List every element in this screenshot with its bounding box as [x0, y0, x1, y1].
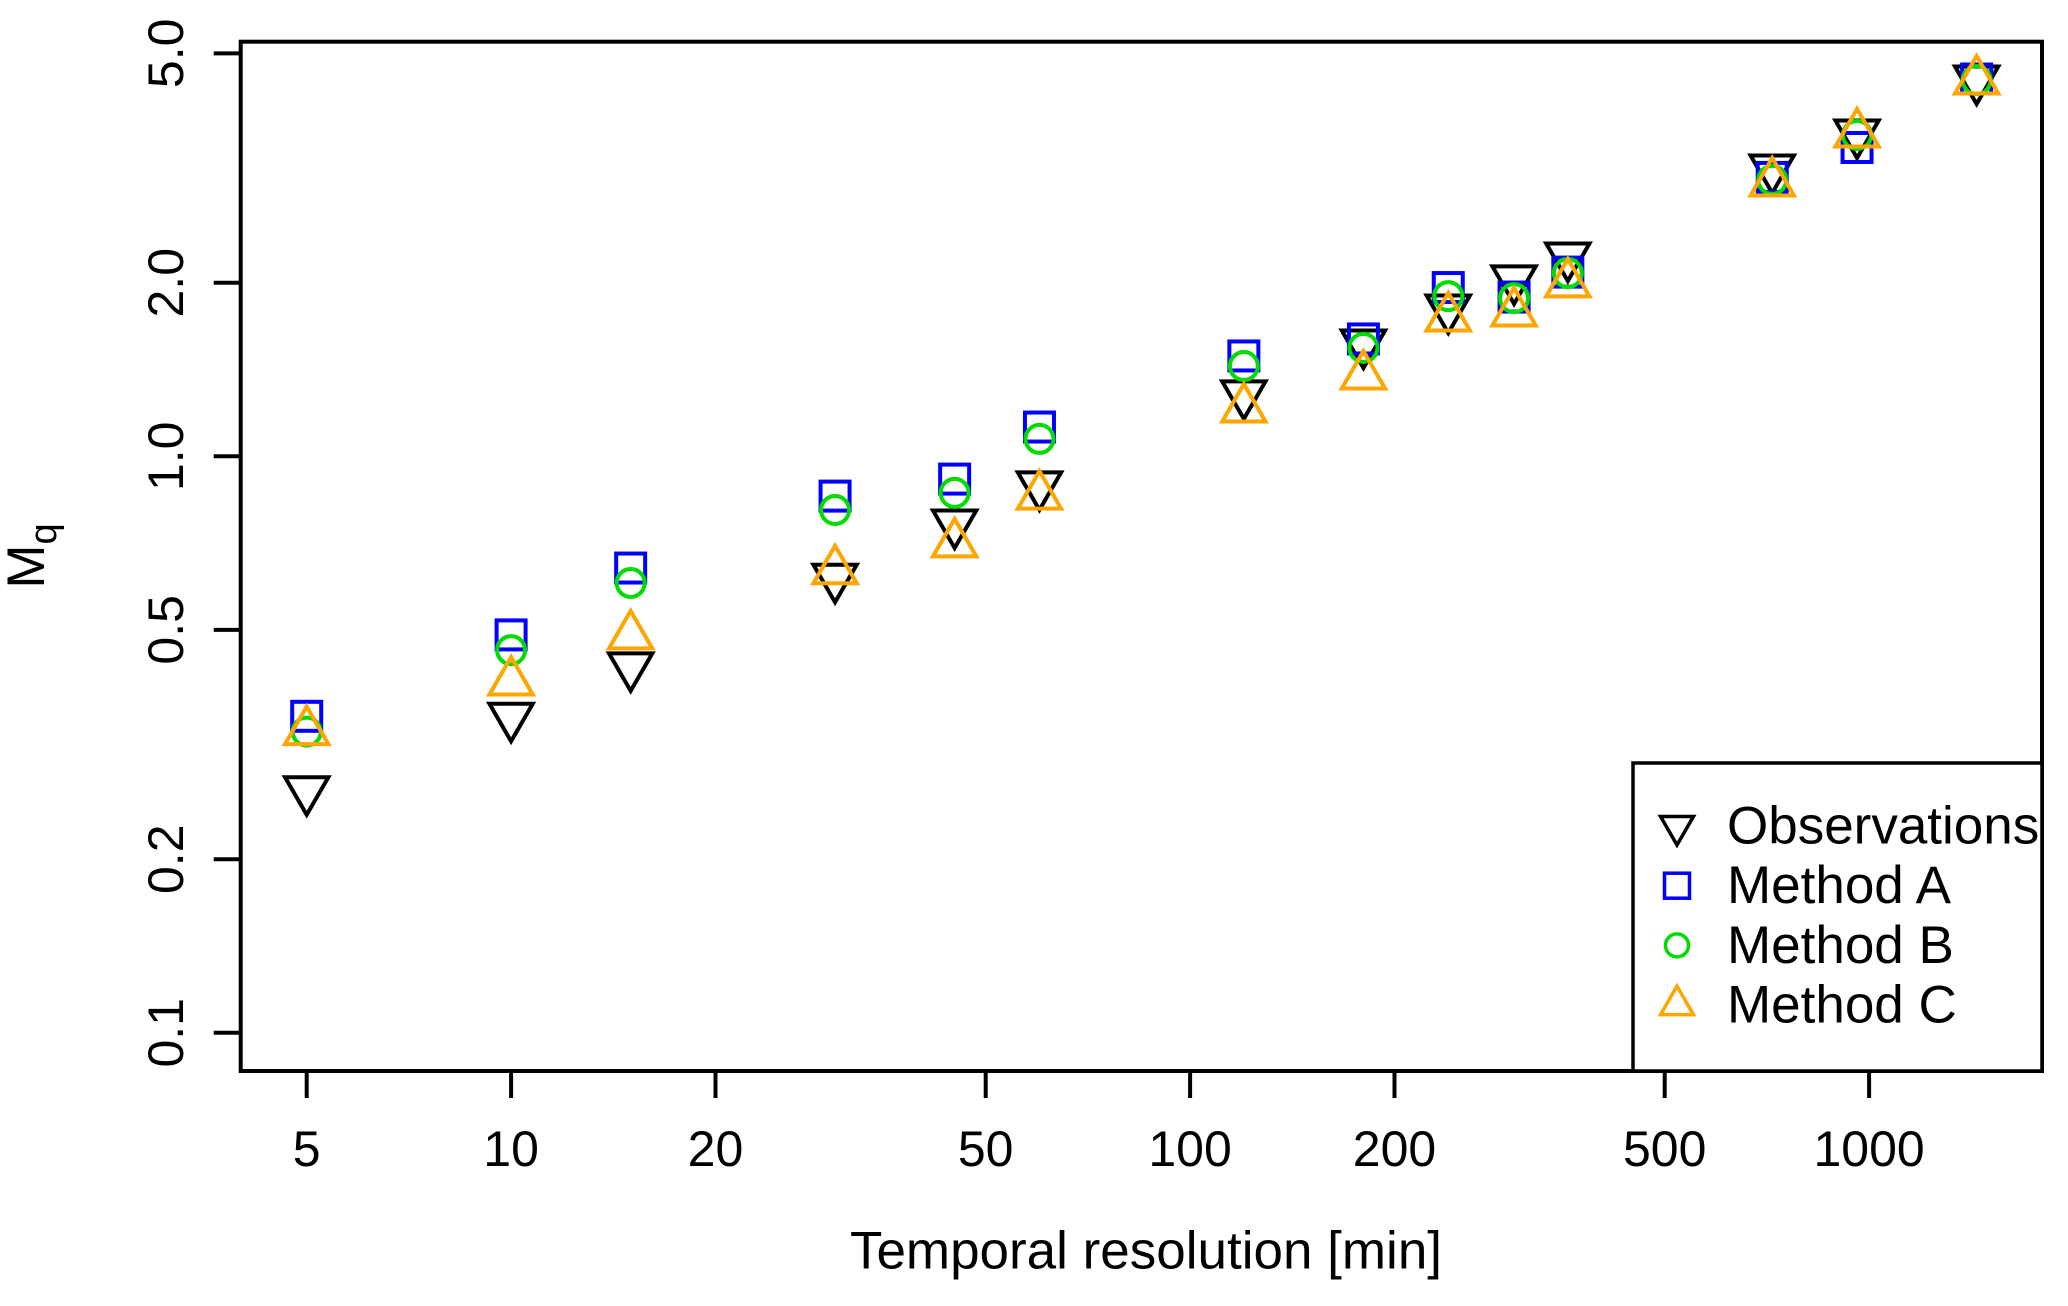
- x-axis-tick-label: 100: [1148, 1121, 1231, 1177]
- marker-method-c: [1423, 289, 1474, 333]
- marker-method-c: [485, 652, 537, 697]
- marker-method-c: [1747, 153, 1798, 198]
- y-axis-tick-label: 1.0: [138, 422, 194, 492]
- y-axis-tick-label: 0.1: [138, 998, 194, 1068]
- y-axis-title-base: M: [0, 544, 56, 588]
- x-axis-tick-label: 500: [1623, 1121, 1706, 1177]
- marker-method-a: [938, 462, 972, 496]
- legend-symbol-method-c: [1657, 982, 1697, 1017]
- marker-method-c: [1338, 347, 1389, 391]
- x-axis-tick-label: 10: [483, 1121, 539, 1177]
- y-axis-tick-label: 0.5: [138, 595, 194, 665]
- x-axis-ticks: 5 10 20 50 100 200 500 1000: [293, 1071, 1925, 1177]
- marker-method-b: [1023, 422, 1056, 455]
- marker-method-c: [1542, 254, 1593, 299]
- marker-method-a: [614, 551, 648, 585]
- marker-observations: [1014, 470, 1065, 514]
- marker-method-a: [290, 699, 324, 733]
- data-markers: [281, 52, 2002, 819]
- marker-method-b: [614, 566, 647, 599]
- plot-border: [238, 39, 2045, 1074]
- marker-method-c: [1951, 52, 2002, 96]
- legend-item-label: Observations: [1727, 797, 2039, 856]
- marker-method-a: [1022, 410, 1056, 444]
- marker-method-a: [818, 479, 852, 513]
- x-axis-tick-label: 1000: [1813, 1121, 1924, 1177]
- y-axis-tick-label: 0.2: [138, 824, 194, 894]
- x-axis-tick-label: 20: [688, 1121, 744, 1177]
- x-axis-title: Temporal resolution [min]: [850, 1222, 1442, 1281]
- marker-method-a: [494, 618, 528, 652]
- marker-method-c: [1014, 467, 1065, 511]
- marker-observations: [1338, 328, 1389, 373]
- marker-method-c: [281, 702, 332, 747]
- marker-observations: [605, 651, 656, 695]
- marker-method-a: [1227, 339, 1261, 373]
- marker-method-b: [938, 476, 971, 509]
- marker-observations: [281, 775, 332, 819]
- legend-symbol-observations: [1657, 814, 1697, 849]
- marker-method-c: [1218, 379, 1269, 424]
- marker-method-b: [819, 493, 852, 526]
- marker-method-c: [1831, 104, 1883, 149]
- y-axis-tick-label: 5.0: [138, 19, 194, 89]
- marker-method-b: [1432, 280, 1465, 313]
- legend-item-label: Method A: [1727, 856, 1952, 915]
- y-axis-title-subscript: q: [23, 523, 65, 544]
- x-axis-tick-label: 5: [293, 1121, 321, 1177]
- x-axis-tick-label: 50: [958, 1121, 1014, 1177]
- marker-method-c: [809, 541, 861, 586]
- marker-method-c: [1488, 284, 1540, 328]
- y-axis-tick-label: 2.0: [138, 248, 194, 318]
- marker-observations: [929, 508, 980, 553]
- legend-symbol-method-a: [1662, 871, 1692, 900]
- x-axis-tick-label: 200: [1353, 1121, 1436, 1177]
- y-axis-title: Mq: [0, 523, 65, 588]
- marker-method-b: [495, 634, 528, 667]
- legend-box: [1631, 761, 2044, 1073]
- legend-item-label: Method B: [1727, 916, 1954, 975]
- marker-method-b: [1227, 350, 1260, 383]
- marker-method-c: [929, 514, 980, 559]
- marker-method-c: [605, 606, 656, 651]
- y-axis-ticks: 5.0 2.0 1.0 0.5 0.2 0.1: [138, 19, 241, 1068]
- legend-symbol-method-b: [1663, 932, 1691, 959]
- marker-observations: [1488, 264, 1540, 308]
- marker-observations: [485, 701, 537, 746]
- marker-method-b: [1347, 331, 1380, 364]
- marker-method-a: [1431, 271, 1465, 305]
- legend-item-label: Method C: [1727, 976, 1957, 1035]
